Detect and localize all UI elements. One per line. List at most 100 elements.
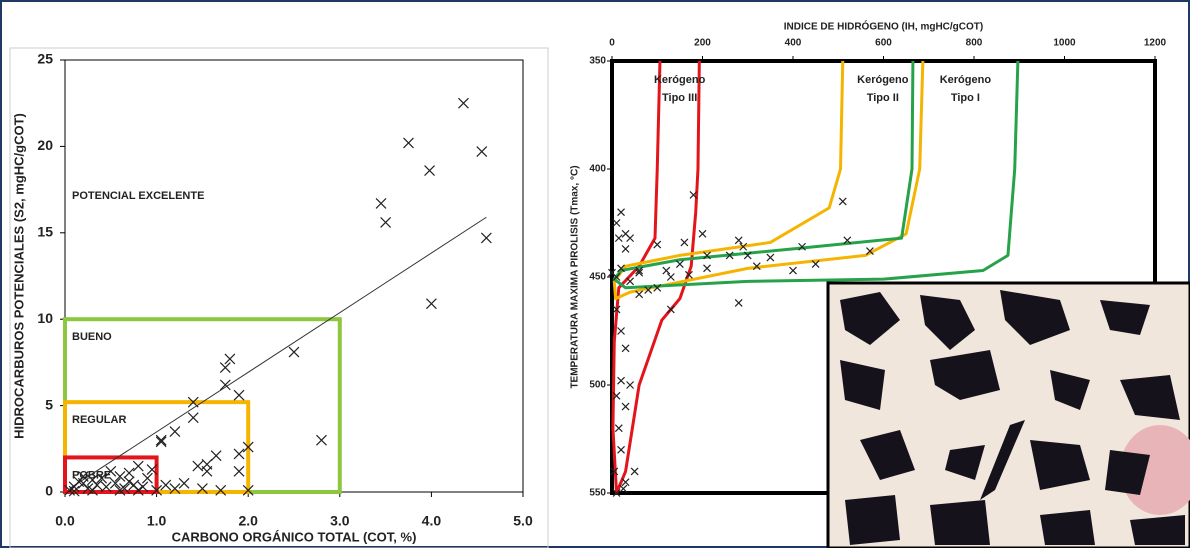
- data-point: [685, 270, 693, 279]
- data-point: [612, 219, 621, 227]
- data-point: [480, 232, 492, 244]
- y-tick-label: 0: [45, 483, 53, 499]
- data-point: [288, 346, 300, 358]
- data-point: [666, 305, 675, 314]
- data-point: [155, 436, 167, 448]
- data-point: [219, 362, 231, 374]
- zone-label: REGULAR: [72, 414, 126, 426]
- data-point: [169, 483, 181, 494]
- envelope-label: Tipo I: [951, 92, 980, 104]
- data-point: [621, 229, 630, 238]
- data-point: [105, 465, 117, 477]
- particle: [1000, 290, 1070, 345]
- particle: [840, 360, 885, 410]
- x-tick-label: 800: [966, 38, 983, 49]
- data-point: [169, 426, 181, 437]
- y-tick-label: 450: [589, 272, 606, 283]
- data-point: [109, 477, 121, 489]
- particle: [930, 500, 990, 545]
- data-point: [617, 264, 625, 273]
- data-point: [798, 242, 806, 251]
- data-point: [151, 484, 163, 496]
- data-point: [233, 465, 245, 477]
- data-point: [160, 479, 172, 491]
- data-point: [734, 236, 743, 245]
- data-point: [458, 97, 469, 109]
- data-point: [621, 244, 630, 253]
- y-axis-title: TEMPERATURA MAXIMA PIROLISIS (Tmax, °C): [570, 165, 581, 388]
- data-point: [680, 238, 689, 247]
- data-point: [653, 283, 662, 292]
- data-point: [644, 286, 653, 294]
- data-point: [114, 471, 126, 482]
- particle: [1030, 440, 1090, 490]
- left-panel: [9, 47, 549, 548]
- data-point: [114, 484, 126, 496]
- particle: [840, 292, 900, 345]
- y-tick-label: 25: [37, 51, 53, 67]
- data-point: [617, 376, 625, 385]
- particle: [930, 350, 1000, 400]
- data-point: [233, 389, 245, 401]
- data-point: [766, 253, 775, 262]
- data-point: [215, 484, 227, 496]
- data-point: [662, 266, 671, 275]
- envelope-label: Kerógeno: [940, 74, 992, 86]
- y-axis-title: HIDROCARBUROS POTENCIALES (S2, mgHC/gCOT…: [11, 113, 26, 439]
- x-tick-label: 2.0: [238, 513, 258, 529]
- data-point: [476, 146, 488, 158]
- data-point: [375, 197, 387, 209]
- data-point: [96, 472, 108, 484]
- data-point: [752, 262, 761, 271]
- data-point: [224, 353, 236, 365]
- kerogen-envelope: [611, 60, 701, 495]
- data-point: [614, 234, 623, 243]
- envelope-label: Tipo II: [867, 92, 899, 104]
- y-tick-label: 5: [45, 396, 53, 412]
- kerogen-envelope: [612, 60, 1020, 290]
- data-point: [739, 242, 748, 251]
- particle: [980, 420, 1025, 500]
- x-tick-label: 1.0: [147, 513, 167, 529]
- data-point: [617, 208, 625, 217]
- data-point: [155, 434, 167, 446]
- data-point: [811, 260, 820, 268]
- data-point: [192, 460, 204, 472]
- micrograph: [826, 281, 1190, 548]
- data-point: [612, 391, 621, 400]
- zone-label: BUENO: [72, 331, 112, 343]
- y-tick-label: 400: [589, 164, 606, 175]
- particle: [920, 295, 975, 350]
- data-point: [725, 251, 734, 260]
- data-point: [196, 483, 208, 494]
- data-point: [621, 344, 630, 353]
- data-point: [612, 489, 621, 497]
- data-point: [210, 450, 222, 462]
- data-point: [187, 412, 199, 424]
- x-tick-label: 0.0: [55, 513, 75, 529]
- data-point: [630, 467, 639, 476]
- y-tick-label: 20: [37, 137, 53, 153]
- data-point: [403, 137, 414, 149]
- data-point: [653, 240, 662, 249]
- data-point: [123, 467, 135, 479]
- particle: [1105, 450, 1150, 495]
- data-point: [68, 485, 80, 497]
- data-point: [608, 268, 616, 277]
- data-point: [242, 441, 254, 453]
- data-point: [100, 481, 112, 493]
- data-point: [132, 460, 144, 472]
- data-point: [635, 290, 644, 299]
- data-point: [610, 467, 619, 476]
- x-axis-title: CARBONO ORGÁNICO TOTAL (COT, %): [172, 529, 417, 544]
- data-point: [621, 402, 630, 411]
- data-point: [635, 268, 644, 277]
- data-point: [789, 266, 797, 275]
- data-point: [666, 273, 675, 281]
- x-tick-label: 5.0: [513, 513, 533, 529]
- plot-area: [64, 59, 524, 493]
- data-point: [142, 472, 153, 484]
- x-tick-label: 400: [785, 38, 802, 49]
